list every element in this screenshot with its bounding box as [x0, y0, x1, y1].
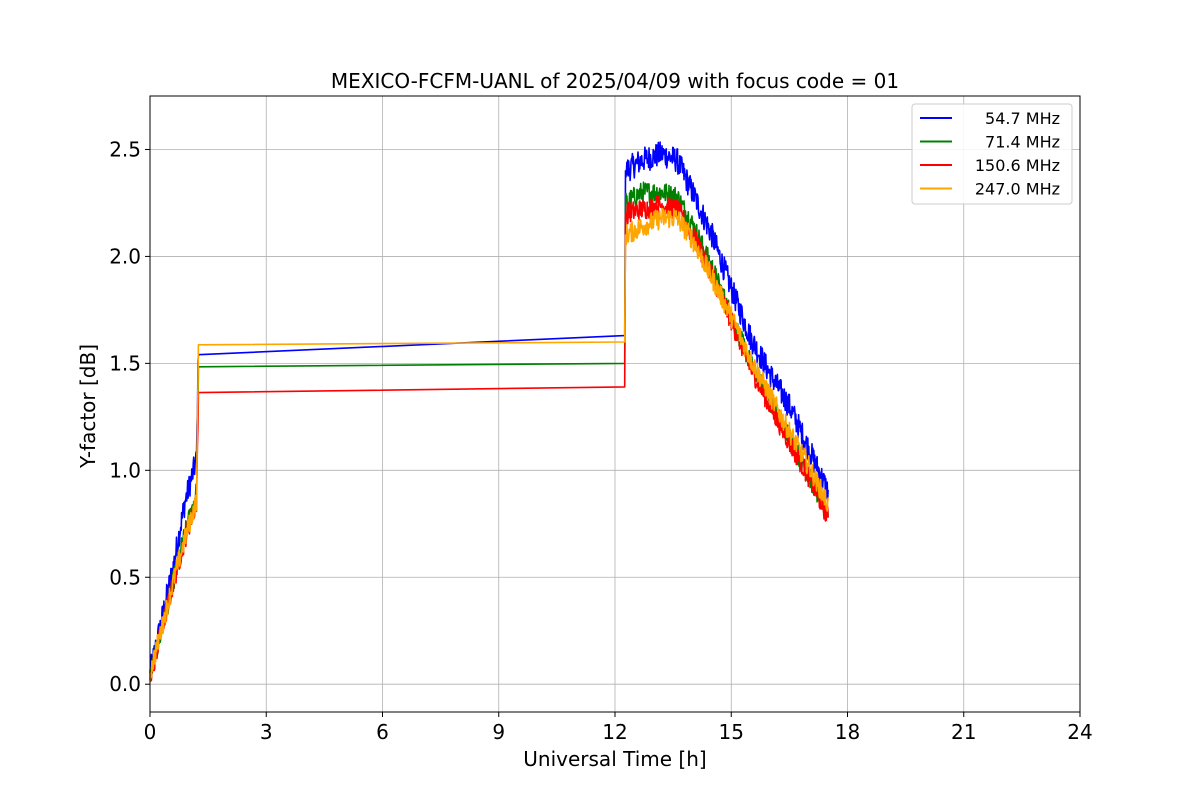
x-tick-label: 6 — [376, 720, 389, 744]
y-tick-label: 0.0 — [109, 672, 141, 696]
y-tick-label: 1.0 — [109, 458, 141, 482]
y-tick-label: 2.0 — [109, 244, 141, 268]
legend: 54.7 MHz 71.4 MHz 150.6 MHz 247.0 MHz — [911, 103, 1073, 205]
legend-label: 71.4 MHz — [985, 133, 1060, 152]
x-tick-label: 12 — [602, 720, 627, 744]
x-tick-label: 9 — [492, 720, 505, 744]
x-tick-label: 24 — [1067, 720, 1092, 744]
legend-label: 54.7 MHz — [985, 109, 1060, 128]
series-layer — [149, 141, 829, 682]
legend-label: 247.0 MHz — [975, 180, 1060, 199]
series-line-1 — [149, 141, 829, 678]
legend-box — [911, 103, 1073, 205]
x-tick-label: 3 — [260, 720, 273, 744]
series-line-4 — [149, 207, 829, 682]
y-tick-label: 1.5 — [109, 351, 141, 375]
y-tick-label: 2.5 — [109, 137, 141, 161]
x-tick-label: 15 — [719, 720, 744, 744]
x-tick-label: 18 — [835, 720, 860, 744]
ticks: 0 3 6 9 12 15 18 21 24 0.0 0.5 1.0 1.5 2.0 2.5 — [109, 137, 1093, 744]
x-tick-label: 21 — [951, 720, 976, 744]
y-axis-label: Y-factor [dB] — [76, 344, 100, 469]
chart-title: MEXICO-FCFM-UANL of 2025/04/09 with focu… — [331, 69, 899, 93]
x-tick-label: 0 — [144, 720, 157, 744]
x-axis-label: Universal Time [h] — [523, 747, 706, 771]
y-tick-label: 0.5 — [109, 565, 141, 589]
legend-label: 150.6 MHz — [975, 156, 1060, 175]
